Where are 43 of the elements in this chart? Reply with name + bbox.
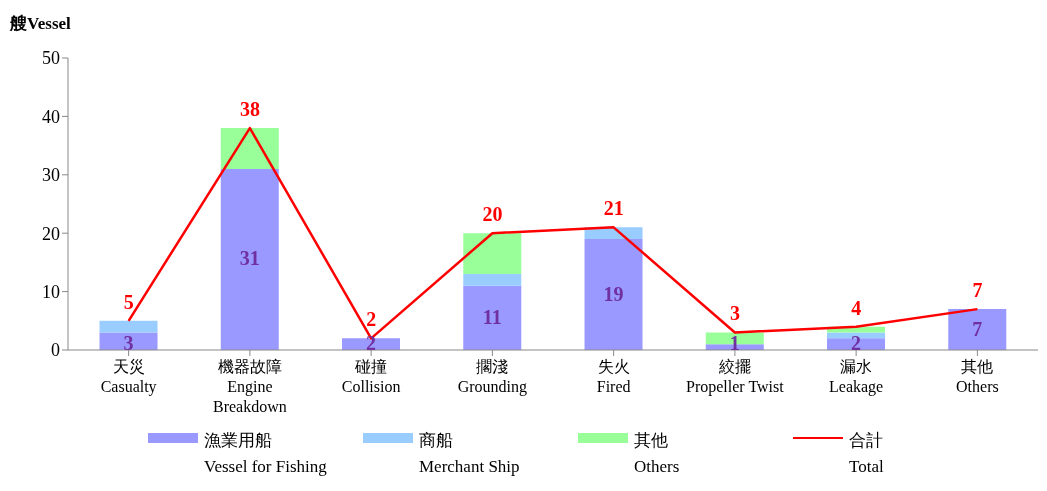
data-label: 1	[729, 332, 740, 354]
x-tick-label: 其他 Others	[956, 358, 999, 395]
data-label: 2	[366, 308, 377, 331]
y-tick-label: 30	[42, 165, 60, 186]
legend-label: 合計 Total	[849, 430, 884, 478]
bar	[463, 285, 522, 350]
data-label: 2	[366, 332, 377, 354]
data-label: 3	[729, 302, 740, 325]
data-label: 7	[972, 279, 983, 302]
data-label: 20	[482, 203, 503, 226]
data-label: 31	[239, 247, 260, 270]
x-tick-label: 機器故障 Engine Breakdown	[212, 358, 287, 415]
data-label: 19	[603, 282, 624, 305]
x-tick-label: 天災 Casualty	[100, 358, 157, 396]
y-tick-label: 10	[42, 281, 60, 302]
x-tick-label: 失火 Fired	[596, 358, 631, 395]
bar	[99, 320, 158, 333]
x-tick-label: 漏水 Leakage	[829, 358, 884, 396]
y-tick-label: 20	[42, 223, 60, 244]
bar	[220, 128, 279, 169]
bar	[463, 233, 522, 275]
y-tick-label: 40	[42, 106, 60, 127]
x-tick-label: 絞擺 Propeller Twist	[686, 358, 785, 396]
y-tick-label: 0	[51, 340, 60, 361]
y-tick-label: 50	[42, 48, 60, 69]
y-axis-title: 艘Vessel	[10, 13, 71, 35]
bar	[584, 239, 643, 350]
data-label: 38	[239, 98, 260, 121]
data-label: 5	[123, 290, 134, 313]
bar	[220, 168, 279, 350]
bar	[463, 274, 522, 286]
legend-label: 商船 Merchant Ship	[419, 430, 520, 478]
x-tick-label: 碰撞 Collision	[341, 358, 401, 395]
data-label: 3	[123, 332, 134, 354]
x-tick-label: 擱淺 Grounding	[457, 358, 528, 396]
bar	[948, 309, 1007, 350]
legend-label: 漁業用船 Vessel for Fishing	[204, 430, 327, 478]
data-label: 4	[851, 296, 862, 319]
data-label: 21	[603, 197, 624, 220]
data-label: 11	[482, 305, 502, 328]
data-label: 2	[851, 332, 862, 354]
legend-label: 其他 Others	[634, 430, 680, 478]
data-label: 7	[972, 317, 983, 340]
